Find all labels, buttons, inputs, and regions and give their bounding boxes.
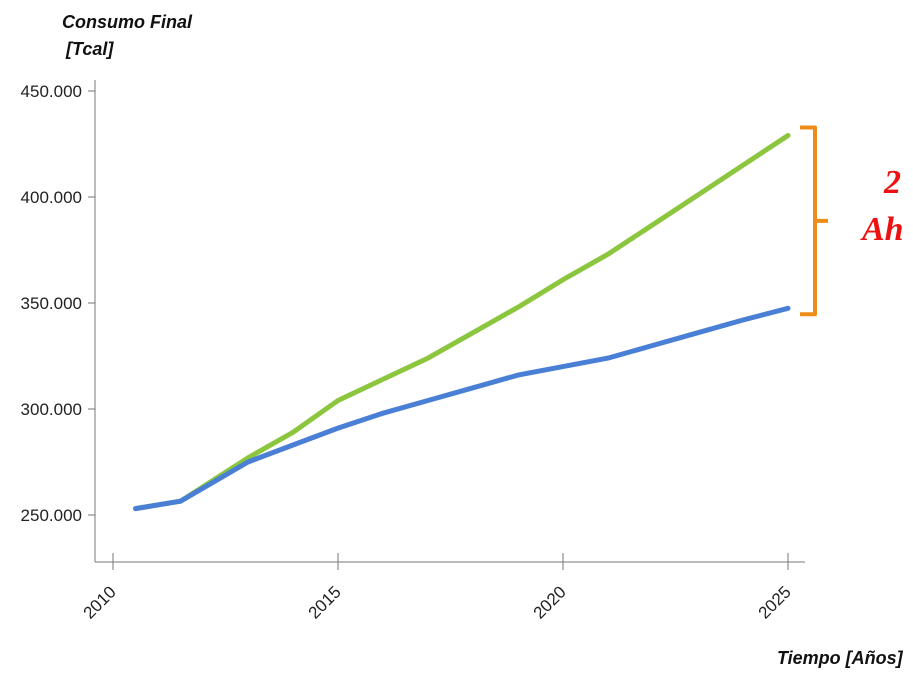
x-axis-title: Tiempo [Años] [777,648,904,668]
annotation-text-line1: 2 [883,164,901,201]
series-group [136,136,789,509]
y-axis-title-line1: Consumo Final [62,12,193,32]
x-tick-label: 2025 [755,582,795,622]
x-tick-label: 2015 [305,582,345,622]
y-tick-label: 350.000 [21,294,82,313]
y-tick-label: 450.000 [21,82,82,101]
y-tick-label: 300.000 [21,400,82,419]
series-line-1 [136,136,789,509]
annotation: 2 Ah [800,128,904,315]
annotation-bracket [800,128,828,315]
x-tick-label: 2020 [530,582,570,622]
annotation-text-line2: Ah [860,211,904,248]
y-tick-label: 250.000 [21,506,82,525]
y-axis-title: Consumo Final [Tcal] [62,12,193,59]
x-tick-label: 2010 [80,582,120,622]
y-tick-label: 400.000 [21,188,82,207]
ticks: 250.000 300.000 350.000 400.000 450.000 2010 2… [21,82,795,623]
y-axis-title-line2: [Tcal] [65,39,114,59]
